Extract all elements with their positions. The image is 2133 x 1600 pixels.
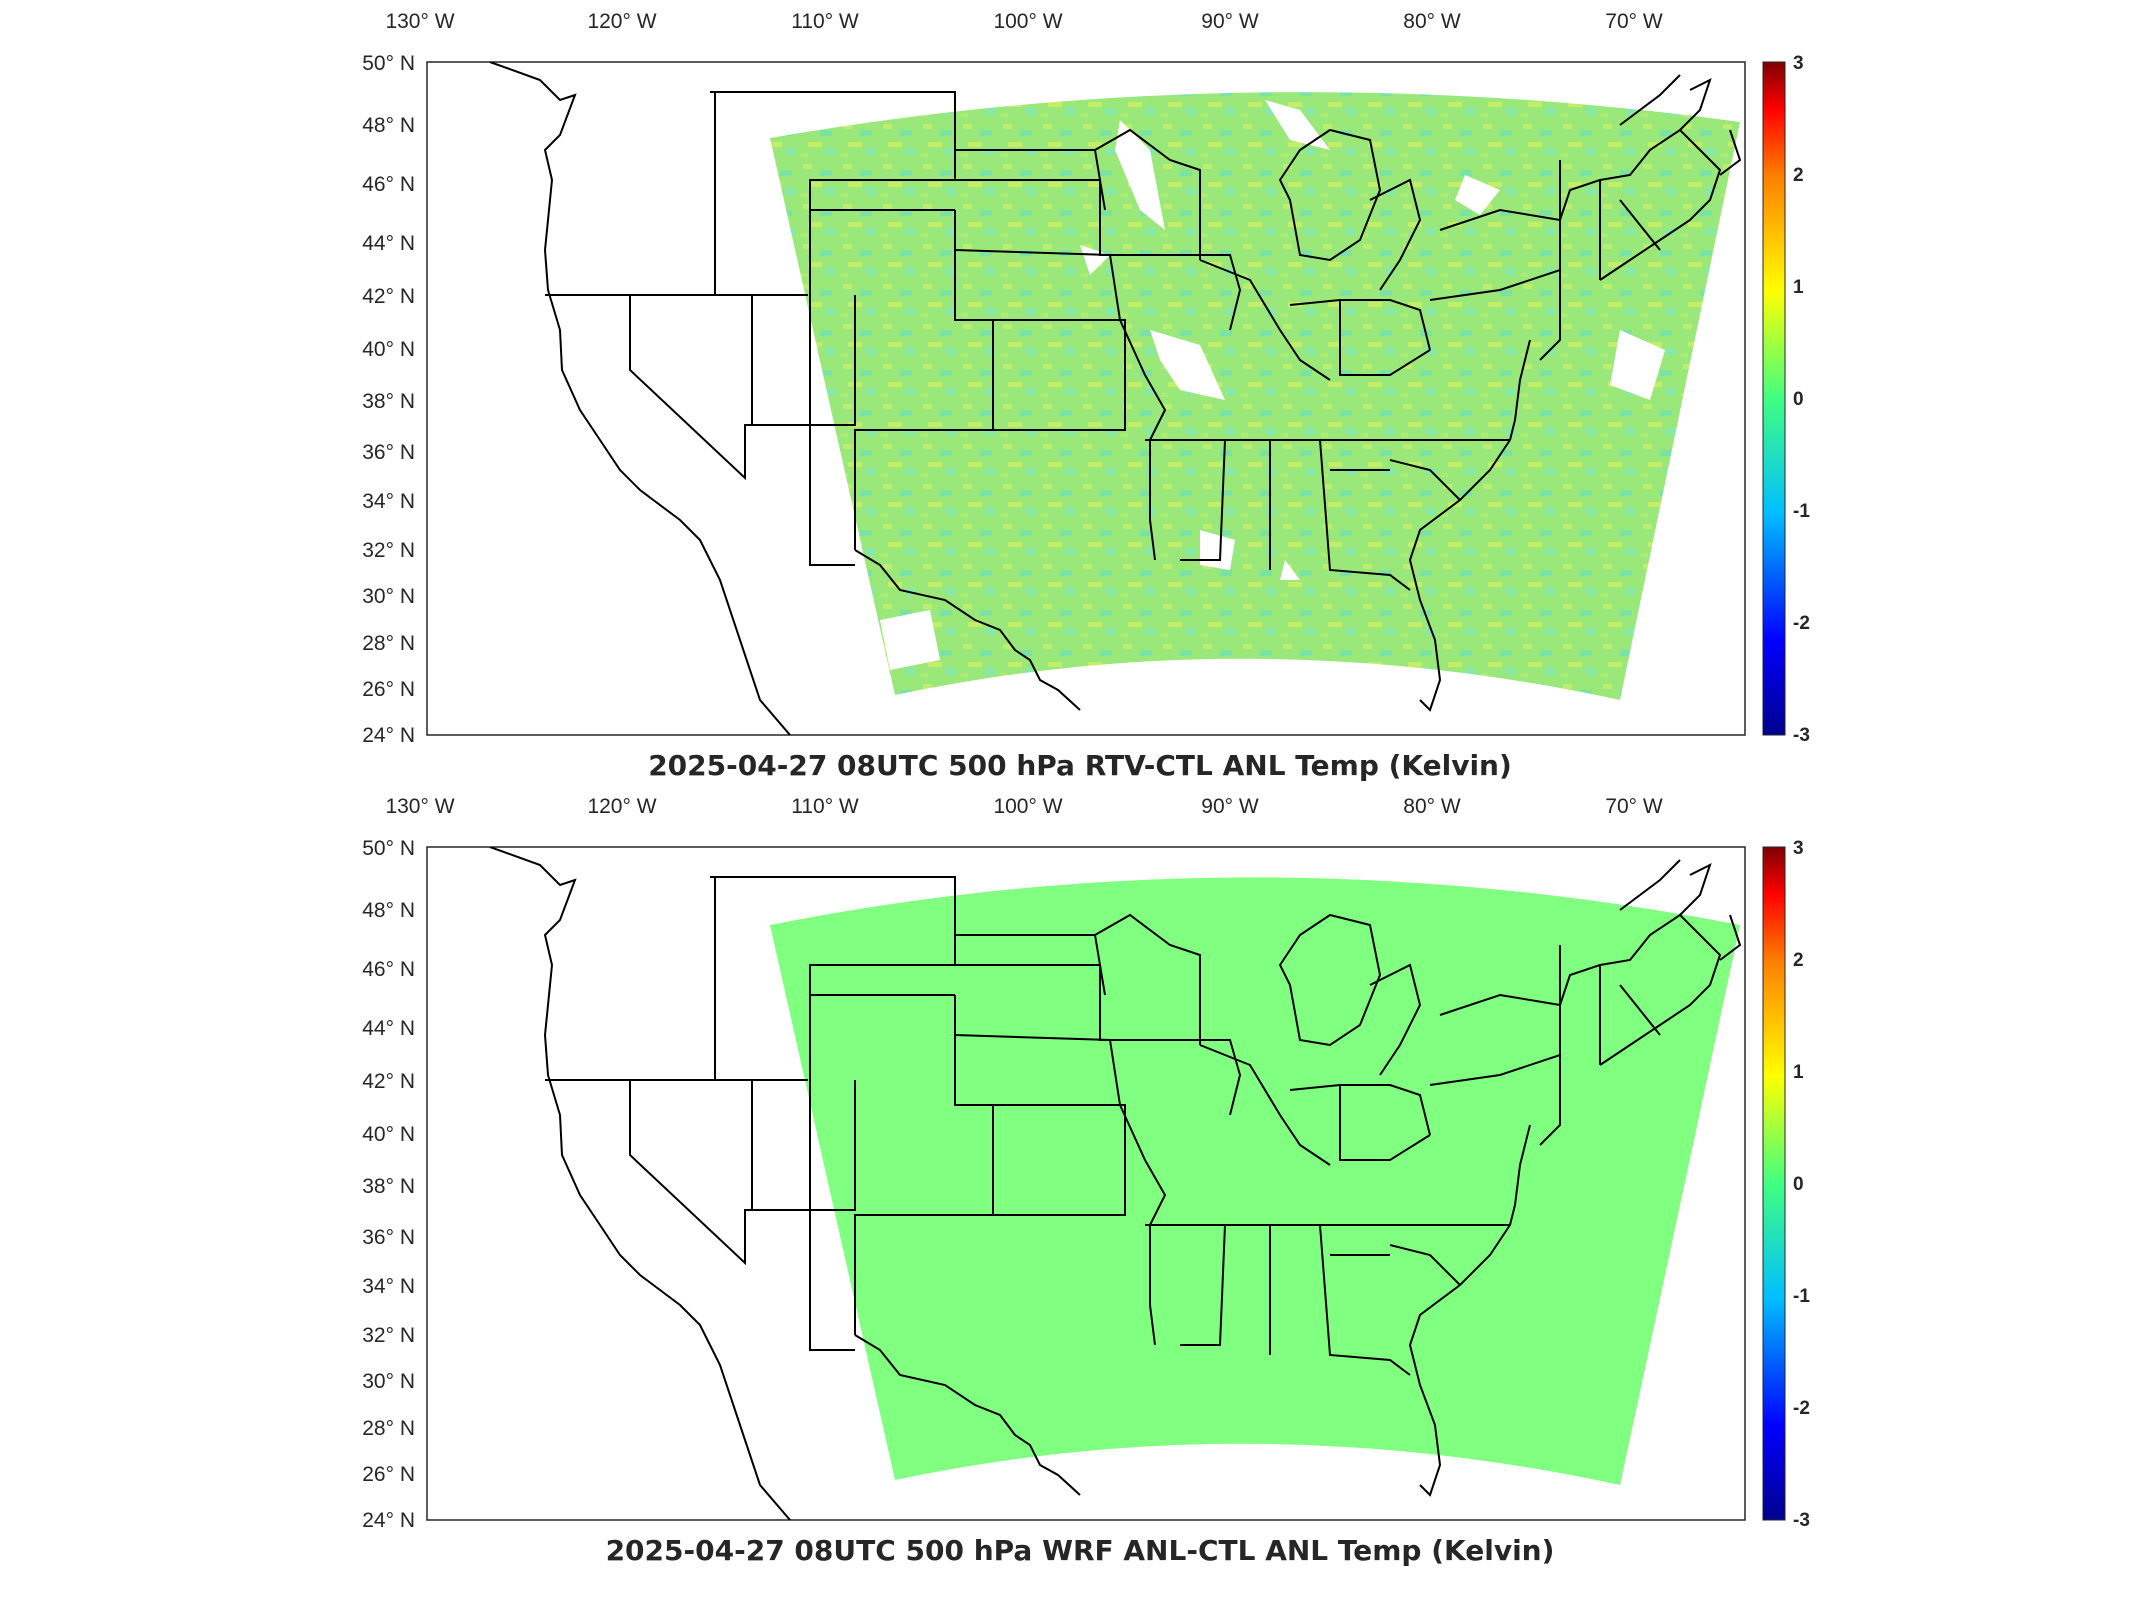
lon-label: 90° W (1201, 10, 1259, 33)
map-content (489, 847, 1742, 1520)
lat-label: 24° N (362, 724, 415, 747)
lon-label: 130° W (385, 795, 454, 818)
analysis-domain (770, 92, 1740, 700)
lon-label: 110° W (791, 795, 859, 818)
lon-label: 80° W (1403, 10, 1461, 33)
lon-label: 120° W (587, 10, 656, 33)
lat-label: 48° N (362, 114, 415, 137)
lon-tick-labels: 130° W 120° W 110° W 100° W 90° W 80° W … (385, 10, 1662, 33)
lon-tick-labels: 130° W 120° W 110° W 100° W 90° W 80° W … (385, 795, 1662, 818)
colorbar-tick-label: 1 (1793, 277, 1804, 298)
colorbar: 3 2 1 0 -1 -2 -3 (1762, 838, 1810, 1531)
coastlines-and-borders (489, 847, 1742, 1520)
lat-label: 30° N (362, 585, 415, 608)
lat-label: 28° N (362, 632, 415, 655)
lat-label: 28° N (362, 1417, 415, 1440)
lat-label: 44° N (362, 1017, 415, 1040)
colorbar-tick-label: -3 (1793, 725, 1810, 746)
lat-label: 50° N (362, 52, 415, 75)
lon-label: 80° W (1403, 795, 1461, 818)
colorbar-tick-label: 2 (1793, 165, 1804, 186)
lat-label: 38° N (362, 1175, 415, 1198)
map-figure-bottom: 130° W 120° W 110° W 100° W 90° W 80° W … (362, 795, 1810, 1567)
coastlines-and-borders (489, 62, 1742, 735)
lon-label: 110° W (791, 10, 859, 33)
colorbar-scale (1762, 61, 1786, 736)
lat-label: 36° N (362, 441, 415, 464)
colorbar-tick-label: -2 (1793, 613, 1810, 634)
lat-label: 40° N (362, 1123, 415, 1146)
map-content (489, 62, 1742, 735)
lon-label: 90° W (1201, 795, 1259, 818)
colorbar: 3 2 1 0 -1 -2 -3 (1762, 53, 1810, 746)
lat-label: 32° N (362, 1324, 415, 1347)
colorbar-tick-label: 2 (1793, 950, 1804, 971)
lon-label: 70° W (1605, 795, 1663, 818)
colorbar-tick-label: -1 (1793, 1286, 1810, 1307)
lon-label: 70° W (1605, 10, 1663, 33)
lat-label: 40° N (362, 338, 415, 361)
lat-label: 24° N (362, 1509, 415, 1532)
lat-label: 50° N (362, 837, 415, 860)
lat-label: 34° N (362, 490, 415, 513)
map-panel-bottom: 130° W 120° W 110° W 100° W 90° W 80° W … (0, 790, 2133, 1580)
lat-label: 36° N (362, 1226, 415, 1249)
lat-label: 30° N (362, 1370, 415, 1393)
colorbar-tick-label: -2 (1793, 1398, 1810, 1419)
colorbar-tick-label: 0 (1793, 389, 1804, 410)
analysis-domain (770, 877, 1740, 1485)
colorbar-tick-label: -1 (1793, 501, 1810, 522)
colorbar-tick-label: 3 (1793, 53, 1804, 74)
colorbar-tick-label: 3 (1793, 838, 1804, 859)
lat-label: 42° N (362, 1070, 415, 1093)
lon-label: 130° W (385, 10, 454, 33)
lat-label: 34° N (362, 1275, 415, 1298)
lat-label: 32° N (362, 539, 415, 562)
lat-label: 46° N (362, 958, 415, 981)
colorbar-scale (1762, 846, 1786, 1521)
lat-tick-labels: 50° N 48° N 46° N 44° N 42° N 40° N 38° … (362, 52, 415, 747)
lon-label: 100° W (993, 795, 1062, 818)
lat-label: 46° N (362, 173, 415, 196)
lon-label: 100° W (993, 10, 1062, 33)
map-figure-top: 130° W 120° W 110° W 100° W 90° W 80° W … (362, 10, 1810, 782)
lon-label: 120° W (587, 795, 656, 818)
colorbar-tick-label: 1 (1793, 1062, 1804, 1083)
panel-title: 2025-04-27 08UTC 500 hPa RTV-CTL ANL Tem… (648, 749, 1512, 782)
lat-label: 38° N (362, 390, 415, 413)
lat-label: 42° N (362, 285, 415, 308)
lat-label: 26° N (362, 1463, 415, 1486)
lat-label: 44° N (362, 232, 415, 255)
lat-tick-labels: 50° N 48° N 46° N 44° N 42° N 40° N 38° … (362, 837, 415, 1532)
colorbar-tick-label: 0 (1793, 1174, 1804, 1195)
panel-title: 2025-04-27 08UTC 500 hPa WRF ANL-CTL ANL… (606, 1534, 1555, 1567)
map-panel-top: 130° W 120° W 110° W 100° W 90° W 80° W … (0, 0, 2133, 790)
colorbar-tick-label: -3 (1793, 1510, 1810, 1531)
missing-data-patches (880, 100, 1665, 670)
lat-label: 48° N (362, 899, 415, 922)
lat-label: 26° N (362, 678, 415, 701)
